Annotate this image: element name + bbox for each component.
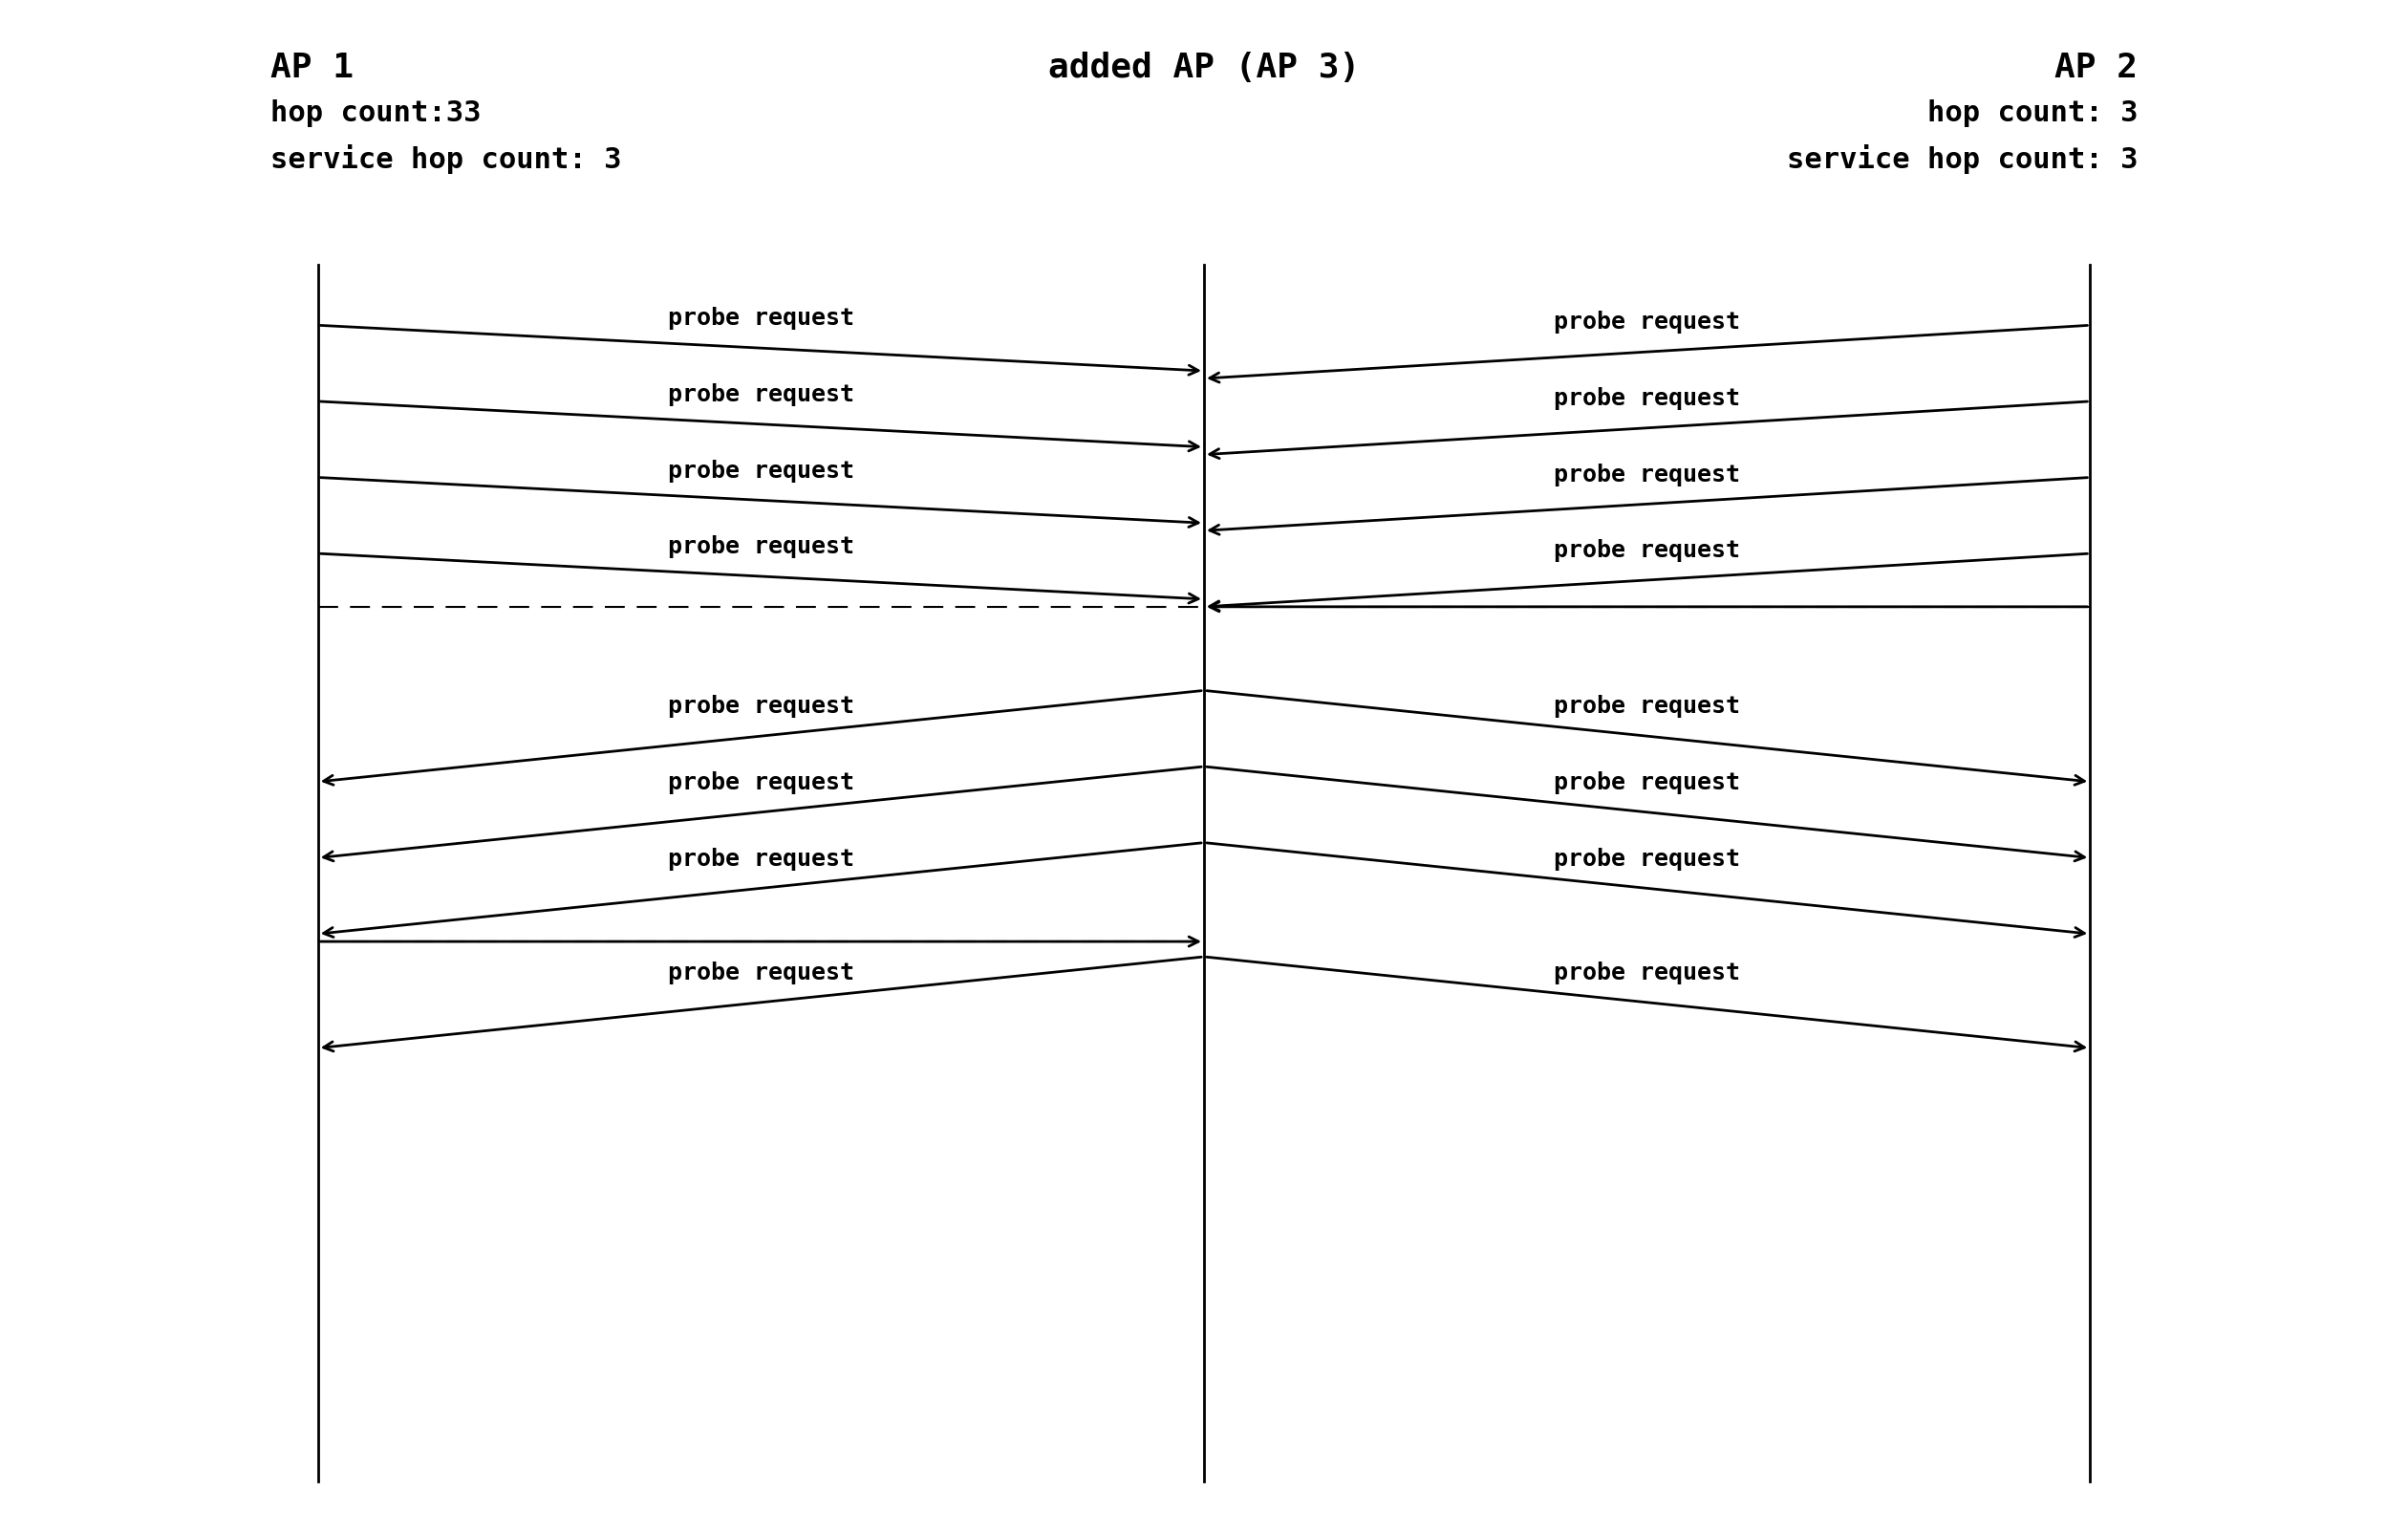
Text: probe request: probe request: [1553, 311, 1741, 334]
Text: probe request: probe request: [667, 307, 855, 330]
Text: hop count: 3: hop count: 3: [1926, 100, 2138, 127]
Text: probe request: probe request: [1553, 847, 1741, 870]
Text: added AP (AP 3): added AP (AP 3): [1047, 51, 1361, 84]
Text: probe request: probe request: [1553, 695, 1741, 718]
Text: hop count:33: hop count:33: [270, 100, 482, 127]
Text: service hop count: 3: service hop count: 3: [270, 144, 621, 173]
Text: probe request: probe request: [667, 459, 855, 482]
Text: AP 1: AP 1: [270, 51, 354, 84]
Text: probe request: probe request: [1553, 770, 1741, 793]
Text: probe request: probe request: [667, 770, 855, 793]
Text: probe request: probe request: [1553, 463, 1741, 486]
Text: probe request: probe request: [1553, 538, 1741, 561]
Text: probe request: probe request: [667, 384, 855, 407]
Text: probe request: probe request: [667, 960, 855, 983]
Text: probe request: probe request: [667, 695, 855, 718]
Text: probe request: probe request: [667, 847, 855, 870]
Text: probe request: probe request: [667, 535, 855, 558]
Text: probe request: probe request: [1553, 387, 1741, 410]
Text: AP 2: AP 2: [2054, 51, 2138, 84]
Text: service hop count: 3: service hop count: 3: [1787, 144, 2138, 173]
Text: probe request: probe request: [1553, 960, 1741, 983]
